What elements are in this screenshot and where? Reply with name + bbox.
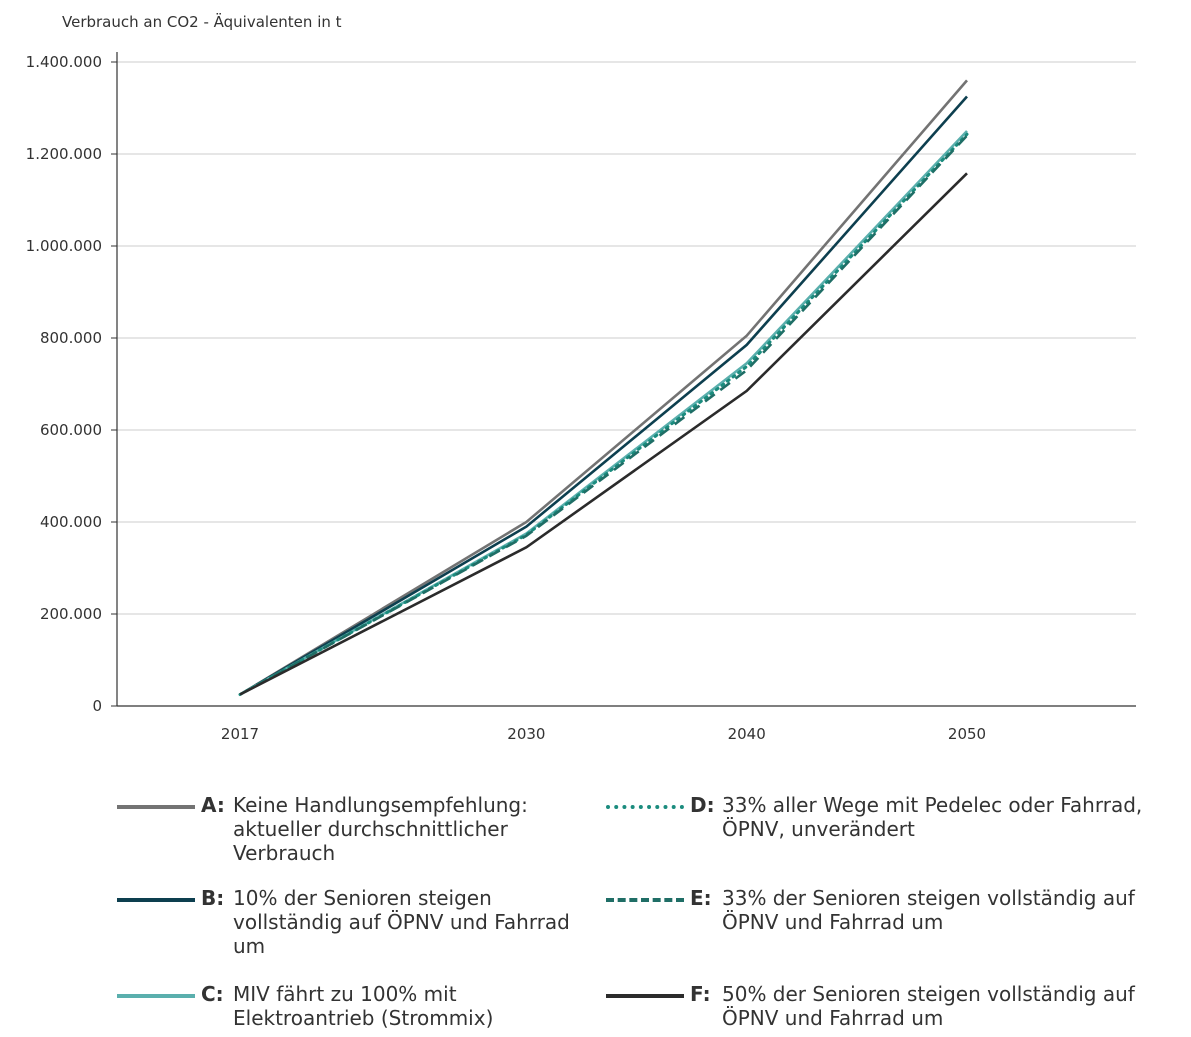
legend-label-f: 50% der Senioren steigen vollständig auf… (722, 982, 1135, 1030)
y-tick-label: 200.000 (40, 605, 102, 623)
legend-swatch-a (117, 805, 195, 809)
y-tick-label: 600.000 (40, 421, 102, 439)
legend-label-a: Keine Handlungsempfehlung: aktueller dur… (233, 793, 528, 865)
x-tick-label: 2017 (221, 725, 259, 743)
y-tick-label: 0 (92, 697, 102, 715)
y-tick-label: 400.000 (40, 513, 102, 531)
legend-swatch-c (117, 994, 195, 998)
legend-letter-d: D: (690, 793, 715, 817)
y-tick-label: 1.000.000 (26, 237, 102, 255)
series-line-b (239, 95, 968, 696)
line-chart: Verbrauch an CO2 - Äquivalenten in t 0 20… (26, 12, 1136, 743)
legend-swatch-b (117, 898, 195, 902)
x-tick-label: 2030 (507, 725, 545, 743)
y-tick-label: 800.000 (40, 329, 102, 347)
legend-swatch-d (606, 805, 684, 809)
legend-letter-f: F: (690, 982, 711, 1006)
legend-letter-b: B: (201, 886, 225, 910)
legend-letter-a: A: (201, 793, 225, 817)
legend-swatch-f (606, 994, 684, 998)
legend-swatch-e (606, 898, 684, 902)
legend-letter-c: C: (201, 982, 224, 1006)
x-tick-label: 2040 (728, 725, 766, 743)
x-tick-labels: 2017 2030 2040 2050 (221, 725, 986, 743)
y-axis-title: Verbrauch an CO2 - Äquivalenten in t (62, 12, 342, 31)
legend-letter-e: E: (690, 886, 712, 910)
grid-lines (117, 61, 1136, 615)
series-line-a (239, 79, 968, 696)
legend-label-b: 10% der Senioren steigen vollständig auf… (233, 886, 570, 958)
y-tick-label: 1.200.000 (26, 145, 102, 163)
legend-label-c: MIV fährt zu 100% mit Elektroantrieb (St… (233, 982, 494, 1030)
x-tick-label: 2050 (948, 725, 986, 743)
legend-label-d: 33% aller Wege mit Pedelec oder Fahrrad,… (722, 793, 1143, 841)
y-tick-labels: 0 200.000 400.000 600.000 800.000 1.000.000 1.… (26, 53, 117, 715)
series-line-e (239, 134, 968, 696)
legend-label-e: 33% der Senioren steigen vollständig auf… (722, 886, 1135, 934)
y-tick-label: 1.400.000 (26, 53, 102, 71)
series-lines (238, 79, 969, 696)
series-line-f (239, 172, 968, 696)
